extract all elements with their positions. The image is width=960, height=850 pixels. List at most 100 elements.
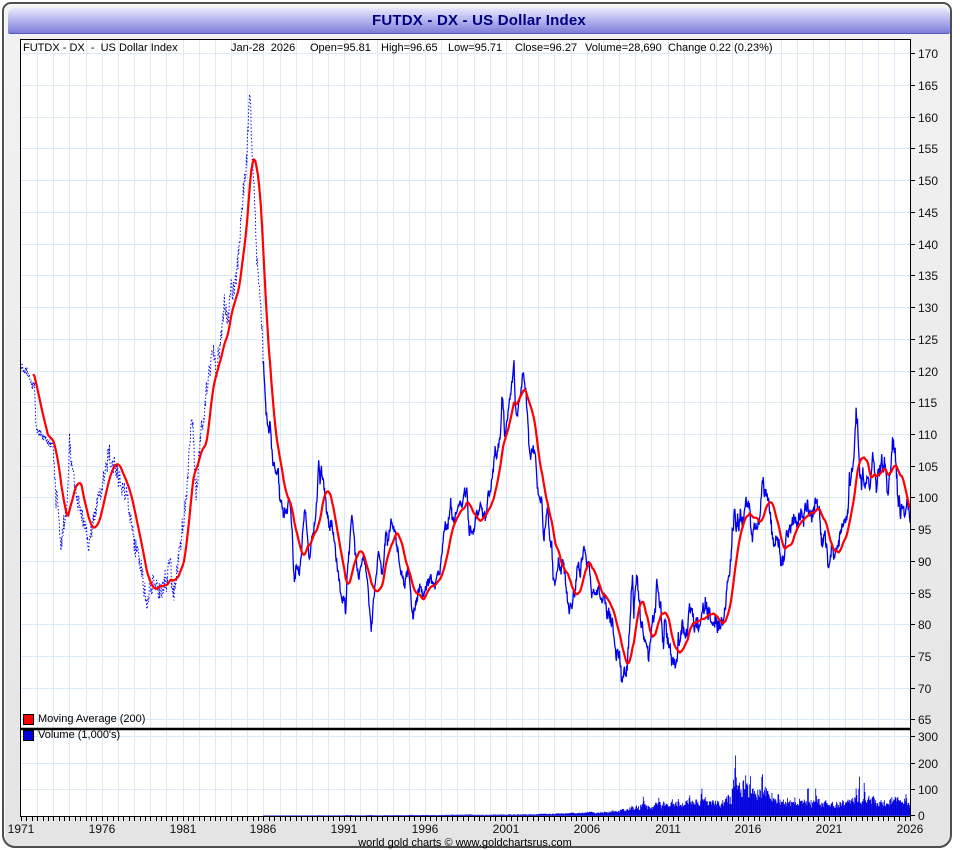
x-axis-tick [102,817,103,821]
x-axis-tick [183,817,184,821]
price-axis-tick [910,656,915,657]
x-axis-tick [845,817,846,821]
x-axis-tick [754,817,755,821]
x-axis-tick [862,817,863,821]
x-axis-tick [53,817,54,821]
x-axis-tick [517,817,518,821]
ma-line [32,158,910,665]
x-axis-tick [781,817,782,821]
volume-axis-tick [910,815,915,816]
x-axis-tick [662,817,663,821]
x-axis-tick [829,817,830,821]
x-axis-tick [603,817,604,821]
x-axis-tick [797,817,798,821]
price-axis-tick [910,180,915,181]
x-axis-tick [43,817,44,821]
info-date: Jan-28 2026 [231,42,296,54]
x-axis-tick [441,817,442,821]
x-axis-tick [694,817,695,821]
price-axis-label: 150 [918,173,939,188]
price-axis-tick [910,117,915,118]
volume-bars [263,755,910,816]
price-axis-label: 135 [918,268,939,283]
x-axis-tick [204,817,205,821]
ma-swatch-icon [23,713,34,725]
x-axis-tick [716,817,717,821]
info-volume: Volume=28,690 [585,42,662,54]
year-label: 1996 [411,822,439,836]
x-axis-tick [355,817,356,821]
x-axis-tick [21,817,22,821]
x-axis-tick [172,817,173,821]
x-axis-tick [258,817,259,821]
x-axis-tick [727,817,728,821]
price-axis-label: 120 [918,364,939,379]
x-axis-tick [37,817,38,821]
price-axis-label: 165 [918,78,939,93]
x-axis-tick [506,817,507,821]
price-axis-label: 160 [918,110,939,125]
price-axis-tick [910,561,915,562]
price-axis-tick [910,307,915,308]
x-axis-tick [538,817,539,821]
x-axis-tick [140,817,141,821]
x-axis-tick [484,817,485,821]
x-axis-tick [635,817,636,821]
x-axis-tick [641,817,642,821]
x-axis-tick [549,817,550,821]
x-axis-tick [323,817,324,821]
volume-axis-label: 300 [918,729,939,744]
x-axis-tick [614,817,615,821]
x-axis-tick [624,817,625,821]
info-low: Low=95.71 [448,42,503,54]
year-label: 2006 [573,822,601,836]
title-bar: FUTDX - DX - US Dollar Index [8,8,950,34]
x-axis-tick [851,817,852,821]
x-axis-tick [598,817,599,821]
volume-axis-tick [910,736,915,737]
x-axis-tick [290,817,291,821]
x-axis-tick [96,817,97,821]
year-label: 1971 [7,822,35,836]
x-axis-tick [840,817,841,821]
volume-axis-tick [910,763,915,764]
x-axis-tick [350,817,351,821]
x-axis-tick [48,817,49,821]
year-label: 1976 [88,822,116,836]
x-axis-tick [824,817,825,821]
x-axis-tick [587,817,588,821]
info-high: High=96.65 [381,42,438,54]
price-axis-label: 90 [918,554,932,569]
x-axis-tick [743,817,744,821]
x-axis-tick [166,817,167,821]
x-axis-tick [32,817,33,821]
x-axis-tick [759,817,760,821]
x-axis-tick [393,817,394,821]
x-axis-tick [134,817,135,821]
chart-title: FUTDX - DX - US Dollar Index [372,12,586,29]
x-axis-tick [414,817,415,821]
price-axis-tick [910,339,915,340]
price-axis-tick [910,371,915,372]
x-axis-tick [565,817,566,821]
x-axis-tick [215,817,216,821]
price-axis-label: 75 [918,649,932,664]
volume-axis-label: 100 [918,782,939,797]
x-axis-tick [312,817,313,821]
x-axis-tick [177,817,178,821]
price-axis-tick [910,402,915,403]
x-axis-tick [700,817,701,821]
x-axis-tick [296,817,297,821]
price-axis-tick [910,212,915,213]
x-axis-tick [344,817,345,821]
x-axis-tick [894,817,895,821]
price-axis-tick [910,497,915,498]
price-axis-tick [910,53,915,54]
price-axis-label: 145 [918,205,939,220]
x-axis-tick [75,817,76,821]
x-axis-tick [425,817,426,821]
x-axis-tick [808,817,809,821]
x-axis-tick [791,817,792,821]
x-axis-tick [371,817,372,821]
x-axis-tick [495,817,496,821]
